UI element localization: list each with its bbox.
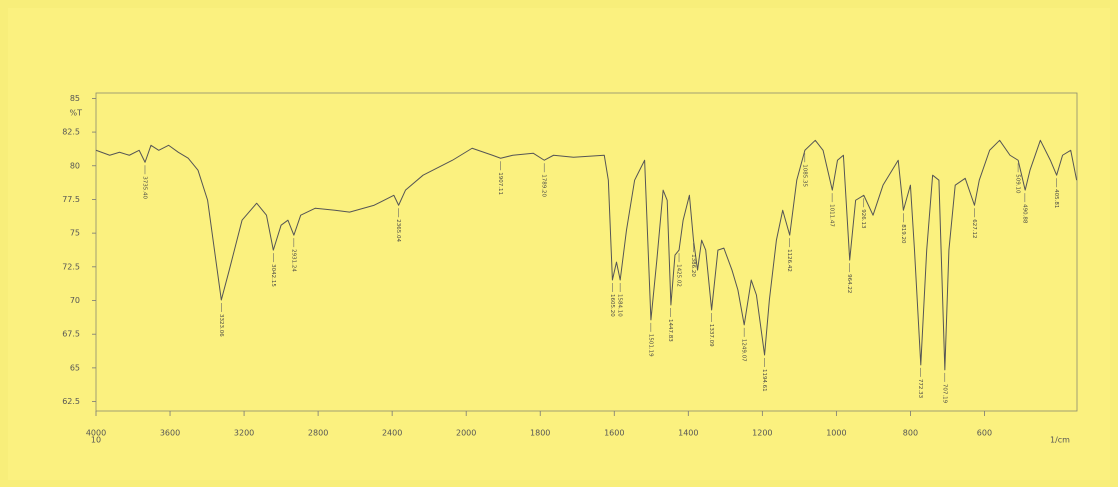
x-tick-label: 2400 [382, 429, 402, 438]
x-tick-label: 3600 [160, 429, 180, 438]
peak-label: 1194.61 [761, 369, 767, 392]
peak-label: 1386.20 [690, 254, 696, 277]
peak-label: 509.10 [1015, 174, 1021, 194]
peak-label: 1584.10 [617, 294, 623, 317]
spectrum-line [95, 139, 1078, 371]
peak-label: 1605.20 [609, 294, 615, 317]
x-axis-note: 10 [91, 436, 101, 445]
y-axis-label: %T [70, 109, 83, 118]
x-tick-label: 1200 [752, 429, 772, 438]
y-tick-label: 65 [70, 363, 80, 372]
peak-label: 1425.02 [676, 264, 682, 287]
peak-label: 490.88 [1021, 204, 1027, 224]
peak-label: 1337.09 [708, 324, 714, 347]
x-tick-label: 1400 [678, 429, 698, 438]
peak-label: 3042.15 [270, 264, 276, 287]
x-tick-label: 1600 [604, 429, 624, 438]
x-tick-label: 2800 [308, 429, 328, 438]
x-tick-label: 4000 [86, 429, 106, 438]
peak-label: 627.12 [971, 219, 977, 238]
peak-label: 1501.19 [647, 334, 653, 357]
y-tick-label: 80 [70, 161, 80, 170]
y-tick-label: 75 [70, 229, 80, 238]
peak-label: 3735.40 [141, 176, 147, 199]
peak-label: 1789.20 [541, 174, 547, 197]
peak-label: 964.22 [846, 274, 852, 293]
peak-label: 3323.06 [218, 314, 224, 337]
y-tick-label: 67.5 [62, 330, 80, 339]
x-tick-label: 600 [977, 429, 992, 438]
peak-label: 1085.35 [801, 164, 807, 187]
x-tick-label: 800 [903, 429, 918, 438]
peak-label: 2931.24 [290, 249, 296, 272]
y-tick-label: 85 [70, 94, 80, 103]
peak-label: 819.20 [900, 224, 906, 244]
x-axis-label: 1/cm [1050, 436, 1070, 445]
peak-label: 1126.42 [786, 249, 792, 272]
y-tick-label: 72.5 [62, 262, 80, 271]
sheet [8, 8, 1110, 480]
peak-label: 926.13 [860, 209, 866, 229]
peak-label: 1447.83 [667, 319, 673, 342]
peak-label: 1907.11 [497, 172, 503, 195]
peak-label: 1249.07 [741, 339, 747, 362]
peak-label: 707.19 [941, 384, 947, 404]
peak-label: 405.81 [1053, 189, 1059, 208]
y-tick-label: 77.5 [62, 195, 80, 204]
x-tick-label: 3200 [234, 429, 254, 438]
y-tick-label: 70 [70, 296, 80, 305]
x-tick-label: 1000 [826, 429, 846, 438]
x-tick-label: 2000 [456, 429, 476, 438]
peak-label: 772.33 [917, 379, 923, 399]
plot-frame [95, 92, 1078, 412]
y-tick-label: 82.5 [62, 128, 80, 137]
peak-label: 1011.47 [829, 204, 835, 227]
peak-label: 2365.04 [395, 219, 401, 242]
y-tick-label: 62.5 [62, 397, 80, 406]
x-tick-label: 1800 [530, 429, 550, 438]
